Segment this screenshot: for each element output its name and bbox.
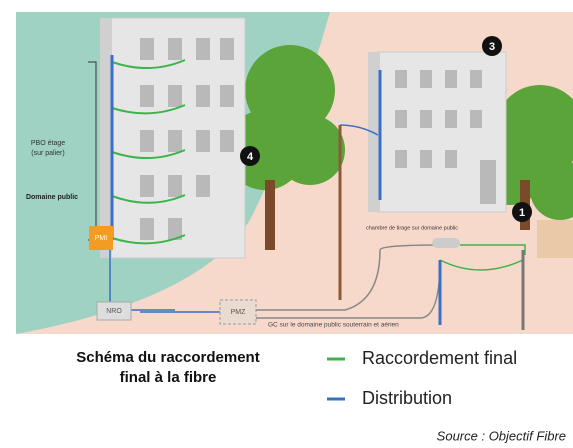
marker-label: 3 [489,41,495,53]
marker-label: 1 [519,207,525,219]
nro-label: NRO [106,308,122,315]
marker-label: 4 [247,151,254,163]
building-right [368,52,506,212]
pbo-label: (sur palier) [31,150,64,157]
title: Schéma du raccordement [76,349,259,366]
building-left [88,18,245,258]
source: Source : Objectif Fibre [437,428,566,443]
chambre-box [432,238,460,248]
domaine-public-label: Domaine public [26,194,78,201]
title: final à la fibre [120,369,217,386]
legend-label: Raccordement final [362,348,517,368]
chambre-label: chambre de tirage sur domaine public [366,225,458,231]
house [537,220,573,258]
pbo-label: PBO étage [31,140,65,147]
gc-label: GC sur le domaine public souterrain et a… [268,322,399,329]
page: PMI NRO PMZ PBO étage (sur palier) Domai… [0,0,573,448]
pmz-label: PMZ [231,309,247,316]
illustration: PMI NRO PMZ PBO étage (sur palier) Domai… [16,12,573,334]
legend-label: Distribution [362,388,452,408]
pmi-label: PMI [95,235,108,242]
